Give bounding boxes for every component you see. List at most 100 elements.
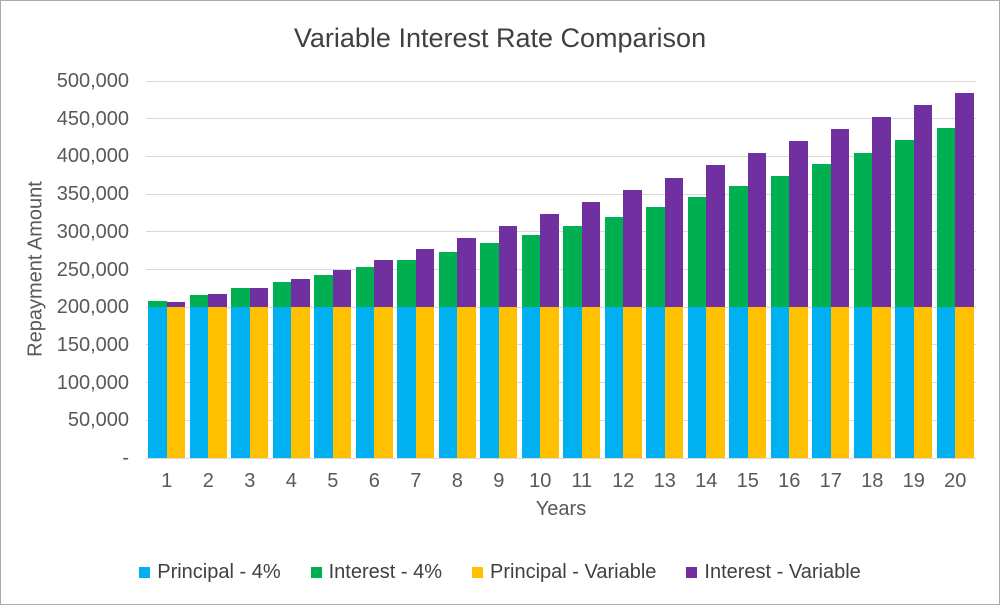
bar-interest-variable-year-19 — [913, 105, 933, 308]
gridline — [146, 231, 976, 233]
bar-principal-variable-year-11 — [581, 307, 601, 458]
y-tick-label: 250,000 — [56, 258, 129, 281]
bar-interest-variable-year-13 — [664, 177, 684, 308]
legend-item-principal-4: Principal - 4% — [139, 561, 281, 584]
bar-principal-4-year-6 — [355, 307, 375, 458]
legend-marker-icon — [686, 567, 698, 578]
bar-group-year-19 — [893, 81, 935, 458]
bar-group-year-9 — [478, 81, 520, 458]
bar-group-year-2 — [188, 81, 230, 458]
x-tick-label-year-15: 15 — [736, 470, 759, 492]
bar-interest-variable-year-3 — [249, 287, 269, 308]
bar-interest-4-year-5 — [314, 274, 333, 308]
bar-interest-4-year-10 — [521, 234, 541, 308]
y-tick-label: 50,000 — [67, 409, 129, 432]
bar-interest-variable-year-17 — [830, 129, 850, 308]
bar-interest-4-year-14 — [687, 196, 707, 308]
bar-principal-variable-year-5 — [332, 307, 352, 458]
bar-principal-4-year-10 — [521, 307, 541, 458]
bar-principal-variable-year-20 — [955, 307, 974, 458]
bar-principal-4-year-17 — [812, 307, 831, 458]
bar-principal-4-year-1 — [148, 307, 167, 458]
bar-interest-4-year-15 — [729, 186, 748, 308]
y-tick-label: 100,000 — [56, 371, 129, 394]
bar-group-year-18 — [852, 81, 894, 458]
bar-group-year-5 — [312, 81, 354, 458]
bar-principal-4-year-13 — [646, 307, 665, 458]
legend-marker-icon — [139, 567, 151, 578]
bar-principal-variable-year-2 — [208, 307, 227, 458]
gridline — [146, 80, 976, 82]
legend-item-interest-4: Interest - 4% — [310, 561, 443, 584]
bar-interest-4-year-11 — [563, 225, 582, 308]
gridline — [146, 419, 976, 421]
bar-principal-4-year-9 — [480, 307, 499, 458]
bar-interest-variable-year-6 — [374, 260, 393, 308]
gridline — [146, 306, 976, 308]
x-tick-label-year-19: 19 — [902, 470, 925, 492]
bar-principal-4-year-16 — [770, 307, 790, 458]
bar-group-year-20 — [935, 81, 977, 458]
bar-principal-variable-year-6 — [374, 307, 393, 458]
gridline — [146, 155, 976, 157]
legend-label: Principal - 4% — [157, 561, 281, 583]
y-tick-label: 350,000 — [56, 183, 129, 206]
x-tick-label-year-1: 1 — [161, 470, 173, 492]
gridline — [146, 269, 976, 270]
bar-group-year-6 — [354, 81, 396, 458]
x-tick-label-year-4: 4 — [285, 470, 297, 492]
bar-interest-variable-year-4 — [291, 279, 310, 308]
bar-group-year-17 — [810, 81, 852, 458]
bar-group-year-4 — [271, 81, 313, 458]
bar-group-year-3 — [229, 81, 271, 458]
x-tick-label-year-9: 9 — [493, 470, 505, 492]
legend-label: Interest - 4% — [328, 561, 443, 583]
legend: Principal - 4% Interest - 4% Principal - V… — [1, 561, 999, 584]
bar-principal-variable-year-4 — [291, 307, 310, 458]
x-tick-label-year-7: 7 — [410, 470, 422, 492]
y-tick-label: 150,000 — [56, 333, 129, 356]
bar-group-year-16 — [769, 81, 811, 458]
bar-principal-4-year-20 — [936, 307, 956, 458]
gridline — [146, 118, 976, 120]
bar-principal-4-year-8 — [438, 307, 458, 458]
bar-interest-4-year-7 — [397, 259, 416, 308]
bar-principal-4-year-5 — [314, 307, 333, 458]
bar-principal-variable-year-10 — [540, 307, 559, 458]
bar-group-year-13 — [644, 81, 686, 458]
bar-interest-4-year-20 — [936, 127, 956, 308]
chart-title: Variable Interest Rate Comparison — [293, 23, 707, 53]
bar-group-year-15 — [727, 81, 769, 458]
legend-label: Principal - Variable — [490, 561, 657, 583]
x-tick-label-year-3: 3 — [244, 470, 256, 492]
bar-group-year-7 — [395, 81, 437, 458]
bar-interest-variable-year-16 — [789, 141, 808, 308]
bar-interest-variable-year-2 — [208, 294, 227, 308]
bar-interest-variable-year-18 — [872, 117, 891, 308]
bar-group-year-8 — [437, 81, 479, 458]
bar-interest-4-year-13 — [646, 206, 665, 308]
bar-interest-variable-year-15 — [747, 153, 767, 308]
gridline — [146, 382, 976, 384]
bar-interest-4-year-1 — [148, 301, 167, 308]
bar-interest-variable-year-11 — [581, 201, 601, 308]
bar-interest-variable-year-12 — [623, 189, 642, 308]
y-tick-label: 200,000 — [56, 296, 129, 319]
bar-interest-variable-year-14 — [706, 165, 725, 308]
bar-interest-variable-year-5 — [332, 270, 352, 308]
x-axis-title: Years — [535, 498, 587, 520]
x-axis-line — [146, 457, 976, 459]
bar-group-year-10 — [520, 81, 562, 458]
bar-principal-variable-year-7 — [415, 307, 435, 458]
bar-principal-variable-year-9 — [498, 307, 518, 458]
x-tick-label-year-16: 16 — [778, 470, 801, 492]
legend-item-interest-variable: Interest - Variable — [686, 561, 861, 584]
bar-principal-4-year-11 — [563, 307, 582, 458]
bar-principal-variable-year-19 — [913, 307, 933, 458]
bar-interest-4-year-17 — [812, 164, 831, 308]
bar-principal-4-year-12 — [604, 307, 624, 458]
bar-principal-4-year-19 — [895, 307, 914, 458]
y-tick-label: - — [122, 447, 129, 469]
bar-group-year-11 — [561, 81, 603, 458]
